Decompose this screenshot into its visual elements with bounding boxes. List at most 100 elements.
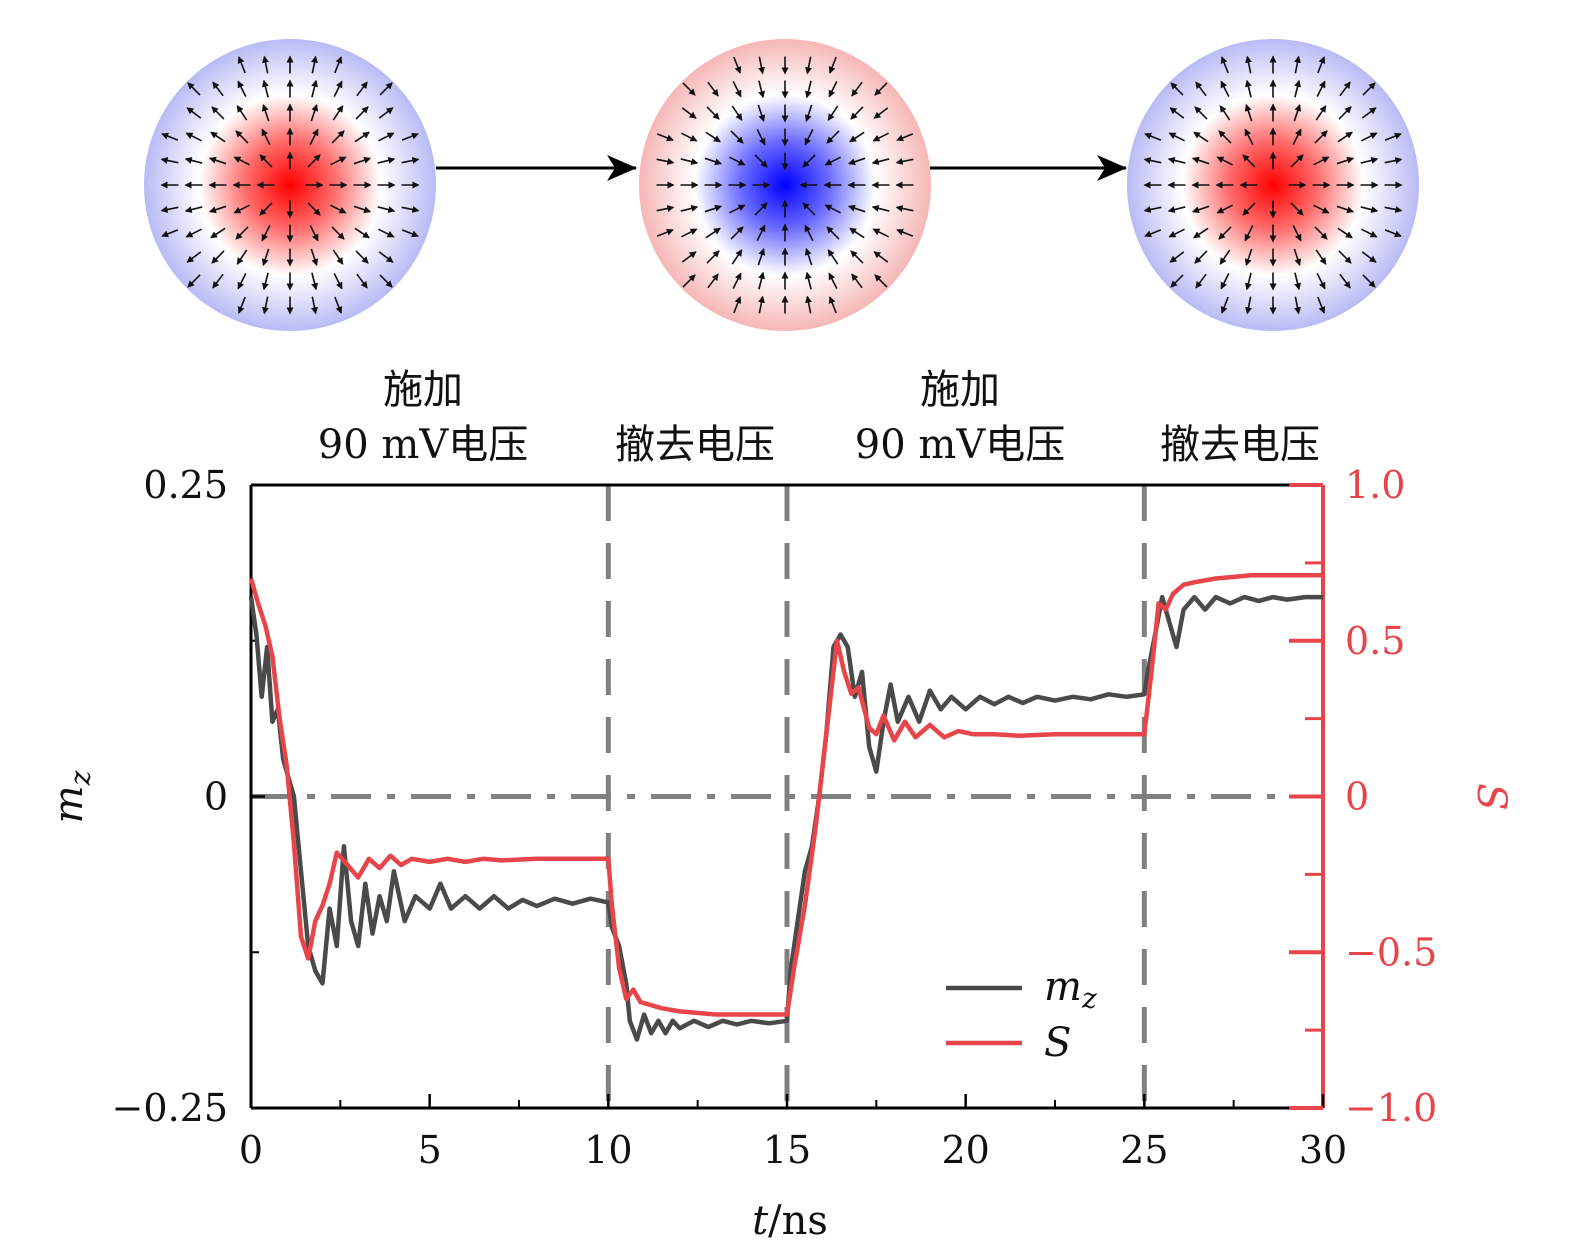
spin-arrow	[212, 273, 224, 289]
spin-arrow	[186, 107, 202, 119]
spin-arrow	[756, 129, 766, 146]
spin-arrow	[355, 250, 369, 264]
spin-arrow	[681, 132, 698, 142]
spin-arrow	[805, 295, 812, 314]
spin-arrow	[826, 226, 840, 240]
spin-arrow	[1244, 103, 1253, 122]
spin-arrow	[307, 154, 321, 168]
spin-arrow	[758, 295, 765, 314]
skyrmion-disk-1	[144, 39, 436, 331]
spin-arrow	[656, 228, 674, 237]
spin-arrow	[681, 228, 698, 238]
y-right-tick-label: 0	[1345, 775, 1369, 819]
spin-arrow	[731, 105, 743, 121]
spin-arrow	[827, 105, 839, 121]
spin-arrow	[331, 130, 345, 144]
spin-arrow	[1362, 82, 1376, 96]
spin-arrow	[261, 248, 270, 267]
spin-arrow	[354, 227, 370, 239]
spin-arrow	[1242, 202, 1256, 216]
spin-arrow	[1294, 296, 1301, 315]
spin-arrow	[261, 79, 269, 98]
spin-arrow	[850, 250, 864, 264]
spin-arrow	[235, 130, 249, 144]
spin-arrow	[378, 228, 395, 238]
spin-arrow	[705, 131, 721, 143]
spin-arrow	[261, 128, 271, 145]
spin-arrow	[1294, 272, 1302, 291]
spin-arrow	[849, 131, 865, 143]
spin-arrow	[1339, 273, 1351, 289]
spin-arrow	[1242, 154, 1256, 168]
annotation-2-line2: 撤去电压	[615, 422, 775, 468]
spin-arrow	[756, 224, 766, 241]
spin-arrow	[310, 103, 319, 122]
spin-arrow	[185, 132, 202, 142]
spin-arrow	[828, 56, 837, 74]
spin-arrow	[379, 82, 393, 96]
spin-arrow	[706, 106, 720, 120]
spin-arrow	[754, 202, 768, 216]
spin-arrow	[377, 206, 396, 214]
spin-arrow	[1143, 157, 1162, 164]
spin-arrow	[1194, 106, 1208, 120]
x-axis-label: t/ns	[752, 1198, 828, 1244]
spin-arrow	[1195, 81, 1207, 97]
spin-arrow	[1290, 154, 1304, 168]
spin-arrow	[185, 228, 202, 238]
spin-arrow	[1362, 274, 1376, 288]
spin-arrow	[160, 157, 179, 164]
spin-arrow	[729, 204, 746, 214]
spin-arrow	[1216, 156, 1233, 166]
spin-arrow	[828, 296, 837, 314]
x-tick-label: 10	[584, 1128, 632, 1172]
spin-arrow	[311, 272, 319, 291]
spin-arrow	[311, 55, 318, 74]
spin-arrow	[707, 81, 719, 97]
spin-arrow	[210, 131, 226, 143]
spin-arrow	[160, 206, 179, 213]
spin-arrow	[850, 106, 864, 120]
spin-arrow	[1313, 204, 1330, 214]
spin-arrow	[828, 81, 838, 98]
spin-arrow	[733, 56, 742, 74]
spin-arrow	[1313, 156, 1330, 166]
spin-arrow	[377, 156, 396, 164]
spin-arrow	[378, 107, 394, 119]
spin-arrow	[261, 272, 269, 291]
spin-arrow	[237, 56, 246, 74]
spin-arrow	[874, 274, 888, 288]
spin-arrow	[1245, 296, 1252, 315]
y-right-tick-label: −0.5	[1345, 930, 1437, 974]
annotation-1-line1: 施加	[383, 367, 463, 413]
spin-arrow	[184, 206, 203, 214]
spin-arrow	[210, 227, 226, 239]
spin-arrow	[1317, 296, 1326, 314]
spin-arrow	[733, 296, 742, 314]
spin-arrow	[871, 158, 890, 166]
spin-arrow	[1336, 156, 1355, 165]
spin-arrow	[1293, 103, 1302, 122]
spin-arrow	[804, 247, 813, 266]
spin-arrow	[208, 205, 227, 214]
spin-arrow	[1244, 272, 1252, 291]
spin-arrow	[1193, 227, 1209, 239]
spin-arrow	[729, 156, 746, 166]
spin-arrow	[656, 205, 675, 212]
spin-arrow	[237, 80, 247, 97]
spin-arrow	[681, 107, 697, 119]
spin-arrow	[732, 272, 742, 289]
spin-arrow	[872, 132, 889, 142]
spin-arrow	[1316, 273, 1326, 290]
spin-arrow	[1220, 273, 1230, 290]
spin-arrow	[309, 128, 319, 145]
x-tick-label: 15	[763, 1128, 811, 1172]
spin-arrow	[330, 204, 347, 214]
spin-arrow	[1292, 225, 1302, 242]
spin-arrow	[824, 156, 841, 166]
spin-arrow	[1191, 156, 1210, 165]
x-tick-label: 20	[941, 1128, 989, 1172]
spin-arrow	[1216, 204, 1233, 214]
spin-arrow	[334, 56, 343, 74]
spin-arrow	[1244, 225, 1254, 242]
